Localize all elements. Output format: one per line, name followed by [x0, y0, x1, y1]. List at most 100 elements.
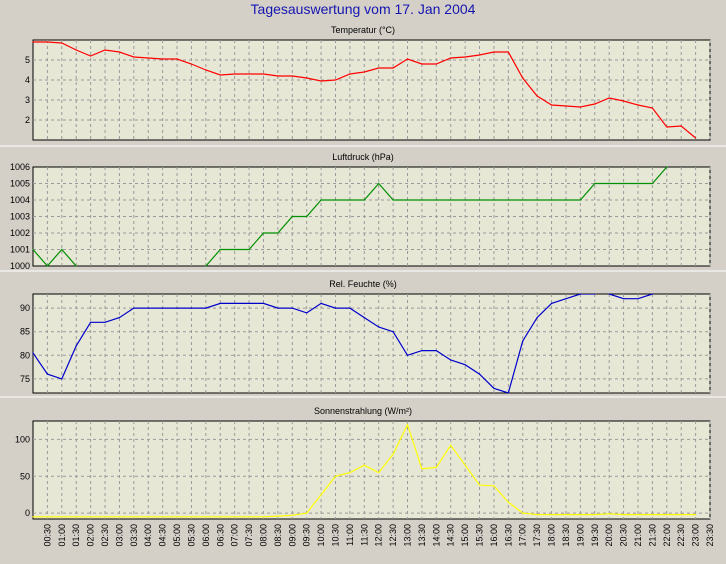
data-point [637, 514, 639, 516]
x-tick-label: 15:00 [460, 524, 470, 547]
data-point [493, 485, 495, 487]
data-point [190, 307, 192, 309]
y-tick-label: 50 [20, 471, 30, 481]
data-point [104, 516, 106, 518]
data-point [406, 58, 409, 60]
y-tick-label: 1001 [10, 245, 30, 255]
data-point [248, 302, 250, 304]
chart-title: Rel. Feuchte (%) [329, 279, 397, 289]
data-point [262, 302, 265, 304]
data-point [162, 307, 164, 309]
x-tick-label: 06:30 [215, 524, 225, 547]
data-point [680, 514, 682, 516]
data-point [450, 57, 452, 59]
x-tick-label: 16:30 [503, 524, 513, 547]
plot-area [32, 420, 711, 520]
data-point [90, 321, 92, 323]
data-point [594, 514, 596, 516]
chart-title: Sonnenstrahlung (W/m²) [314, 406, 412, 416]
data-point [579, 106, 582, 108]
data-point [565, 105, 567, 107]
data-point [133, 56, 135, 58]
data-point [190, 516, 192, 518]
data-point [478, 199, 481, 201]
data-point [349, 472, 351, 474]
data-point [478, 54, 481, 56]
data-point [61, 378, 63, 380]
data-point [234, 73, 236, 75]
x-tick-label: 10:30 [331, 524, 341, 547]
data-point [450, 359, 452, 361]
x-tick-label: 13:30 [417, 524, 427, 547]
data-point [378, 472, 380, 474]
data-point [435, 350, 437, 352]
data-point [666, 126, 668, 128]
data-point [90, 55, 92, 57]
data-point [262, 516, 265, 518]
data-point [421, 199, 423, 201]
data-point [363, 71, 365, 73]
chart-title: Temperatur (°C) [331, 25, 395, 35]
data-point [522, 199, 524, 201]
x-tick-label: 21:30 [647, 524, 657, 547]
data-point [147, 57, 149, 59]
data-point [349, 307, 351, 309]
data-point [623, 182, 625, 185]
chart-panel-4: Sonnenstrahlung (W/m²) 0 50 100 [15, 406, 711, 520]
x-tick-label: 09:00 [287, 524, 297, 547]
x-tick-label: 11:00 [345, 524, 355, 546]
data-point [262, 232, 265, 234]
x-tick-label: 02:30 [100, 524, 110, 547]
page-title: Tagesauswertung vom 17. Jan 2004 [250, 1, 476, 17]
data-point [61, 42, 63, 44]
data-point [32, 248, 34, 251]
data-point [219, 248, 221, 251]
data-point [522, 77, 524, 79]
data-point [75, 516, 77, 518]
data-point [551, 199, 553, 201]
data-point [536, 317, 538, 319]
data-point [306, 77, 308, 79]
data-point [536, 514, 538, 516]
x-tick-label: 00:30 [42, 524, 52, 547]
data-point [392, 453, 394, 455]
data-point [262, 73, 265, 75]
data-point [478, 484, 481, 486]
plot-area [32, 39, 711, 141]
x-tick-label: 22:00 [662, 524, 672, 547]
x-tick-label: 23:30 [705, 524, 715, 547]
data-point [205, 516, 207, 518]
x-tick-label: 03:30 [129, 524, 139, 547]
x-tick-label: 23:00 [691, 524, 701, 547]
data-point [248, 248, 250, 251]
data-point [32, 41, 34, 43]
data-point [46, 41, 49, 43]
data-point [162, 516, 164, 518]
data-point [363, 317, 365, 319]
y-tick-label: 3 [25, 95, 30, 105]
x-tick-label: 16:00 [489, 524, 499, 547]
chart-panel-3: Rel. Feuchte (%) 75 80 85 90 [20, 279, 711, 394]
data-point [291, 75, 293, 77]
data-point [306, 312, 308, 314]
data-point [291, 215, 293, 218]
plot-area [32, 293, 711, 394]
data-point [594, 182, 596, 185]
data-point [291, 514, 293, 516]
data-point [392, 331, 394, 333]
data-point [623, 298, 625, 300]
data-point [680, 125, 682, 127]
data-point [507, 51, 509, 53]
data-point [435, 63, 437, 65]
data-point [464, 199, 466, 201]
data-point [507, 501, 509, 503]
data-point [378, 67, 380, 69]
x-tick-label: 12:30 [388, 524, 398, 547]
data-point [90, 516, 92, 518]
data-point [623, 100, 625, 102]
data-point [579, 293, 582, 295]
data-point [378, 182, 380, 185]
data-point [522, 340, 524, 342]
x-tick-label: 04:30 [158, 524, 168, 547]
